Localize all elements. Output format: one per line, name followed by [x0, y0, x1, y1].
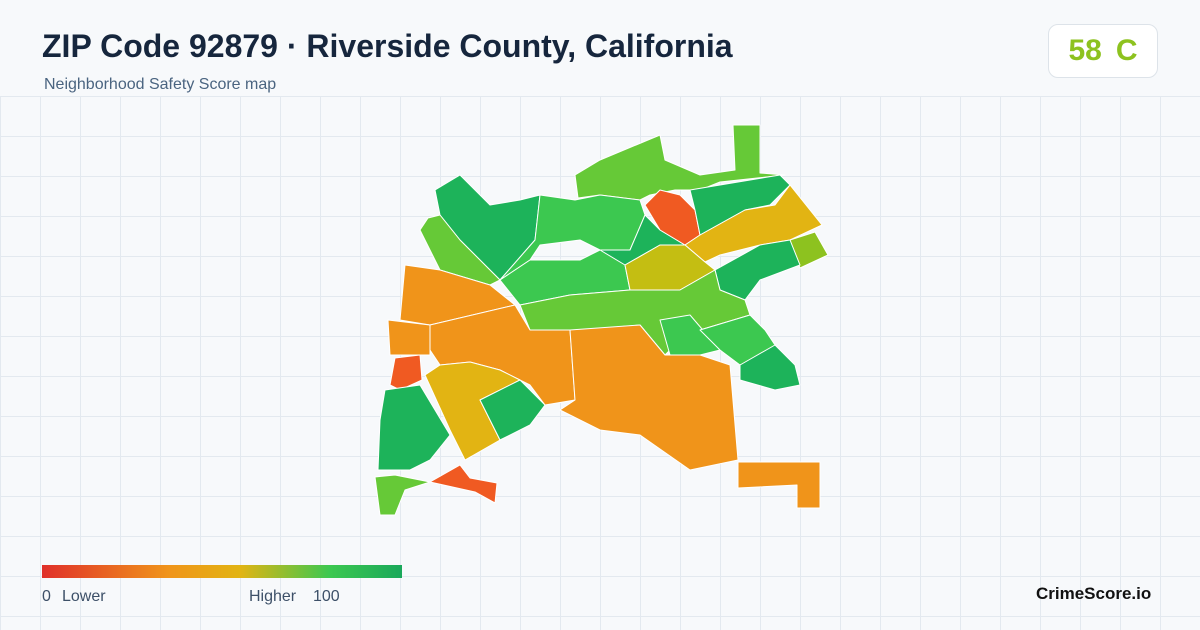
brand: CrimeScore.io	[1036, 584, 1152, 603]
region	[479, 379, 546, 441]
legend-gradient	[42, 565, 402, 578]
score-grade: C	[1115, 34, 1138, 67]
region	[559, 324, 739, 471]
legend-min: 0	[42, 588, 51, 605]
region	[737, 461, 821, 509]
score-value: 58	[1068, 34, 1102, 67]
title: ZIP Code 92879 · Riverside County, Calif…	[42, 28, 733, 64]
legend-max: 100	[313, 588, 340, 605]
region	[387, 319, 431, 356]
region	[739, 344, 801, 391]
region	[429, 304, 576, 406]
legend-max-label: Higher	[249, 588, 297, 605]
score-badge: 58 C	[1048, 24, 1158, 78]
region	[389, 354, 423, 391]
region	[659, 314, 721, 356]
region	[374, 474, 431, 516]
legend-min-label: Lower	[62, 588, 106, 605]
subtitle: Neighborhood Safety Score map	[44, 76, 277, 93]
region	[377, 384, 451, 471]
region	[429, 464, 498, 504]
